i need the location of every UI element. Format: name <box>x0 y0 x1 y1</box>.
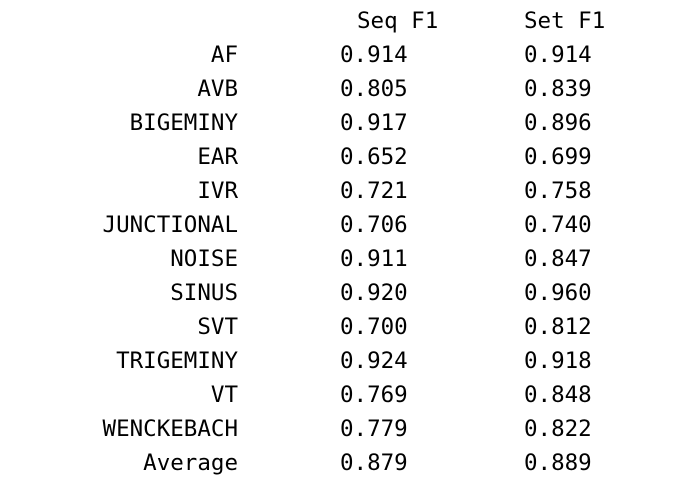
set-f1-value: 0.812 <box>524 314 592 340</box>
table-row: VT 0.769 0.848 <box>0 378 696 412</box>
row-label: SINUS <box>170 280 238 306</box>
seq-f1-value: 0.706 <box>340 212 408 238</box>
set-f1-value: 0.839 <box>524 76 592 102</box>
table-row: SVT 0.700 0.812 <box>0 310 696 344</box>
table-row: JUNCTIONAL 0.706 0.740 <box>0 208 696 242</box>
table-row: BIGEMINY 0.917 0.896 <box>0 106 696 140</box>
seq-f1-value: 0.721 <box>340 178 408 204</box>
set-f1-value: 0.847 <box>524 246 592 272</box>
table-row: WENCKEBACH 0.779 0.822 <box>0 412 696 446</box>
seq-f1-value: 0.920 <box>340 280 408 306</box>
table-header-row: Seq F1 Set F1 <box>0 4 696 38</box>
set-f1-value: 0.960 <box>524 280 592 306</box>
seq-f1-value: 0.924 <box>340 348 408 374</box>
set-f1-value: 0.889 <box>524 450 592 476</box>
set-f1-value: 0.896 <box>524 110 592 136</box>
set-f1-value: 0.699 <box>524 144 592 170</box>
seq-f1-value: 0.700 <box>340 314 408 340</box>
set-f1-value: 0.848 <box>524 382 592 408</box>
row-label: JUNCTIONAL <box>102 212 238 238</box>
table-row: NOISE 0.911 0.847 <box>0 242 696 276</box>
table-row: EAR 0.652 0.699 <box>0 140 696 174</box>
seq-f1-value: 0.769 <box>340 382 408 408</box>
row-label: TRIGEMINY <box>116 348 238 374</box>
row-label: BIGEMINY <box>129 110 238 136</box>
table-row: AVB 0.805 0.839 <box>0 72 696 106</box>
seq-f1-value: 0.652 <box>340 144 408 170</box>
set-f1-value: 0.758 <box>524 178 592 204</box>
header-seq-f1: Seq F1 <box>357 8 439 34</box>
set-f1-value: 0.740 <box>524 212 592 238</box>
row-label: WENCKEBACH <box>102 416 238 442</box>
header-set-f1: Set F1 <box>524 8 606 34</box>
seq-f1-value: 0.914 <box>340 42 408 68</box>
row-label: EAR <box>197 144 238 170</box>
set-f1-value: 0.822 <box>524 416 592 442</box>
row-label: NOISE <box>170 246 238 272</box>
table-row: TRIGEMINY 0.924 0.918 <box>0 344 696 378</box>
seq-f1-value: 0.911 <box>340 246 408 272</box>
table-row: AF 0.914 0.914 <box>0 38 696 72</box>
row-label: Average <box>143 450 238 476</box>
seq-f1-value: 0.805 <box>340 76 408 102</box>
set-f1-value: 0.918 <box>524 348 592 374</box>
row-label: AF <box>210 42 238 68</box>
set-f1-value: 0.914 <box>524 42 592 68</box>
seq-f1-value: 0.879 <box>340 450 408 476</box>
row-label: AVB <box>197 76 238 102</box>
row-label: VT <box>210 382 238 408</box>
table-row: IVR 0.721 0.758 <box>0 174 696 208</box>
table-row: SINUS 0.920 0.960 <box>0 276 696 310</box>
row-label: IVR <box>197 178 238 204</box>
seq-f1-value: 0.917 <box>340 110 408 136</box>
seq-f1-value: 0.779 <box>340 416 408 442</box>
row-label: SVT <box>197 314 238 340</box>
table-row-average: Average 0.879 0.889 <box>0 446 696 480</box>
